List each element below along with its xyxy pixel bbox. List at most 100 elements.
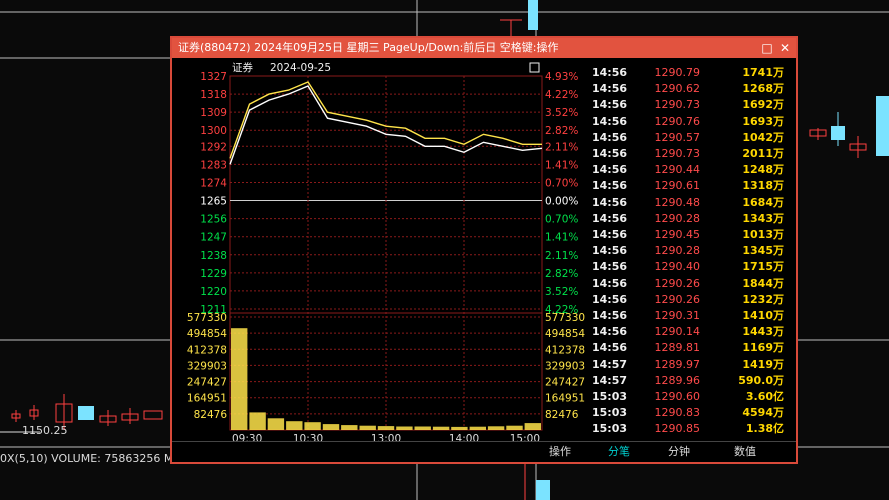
trade-time: 15:03 xyxy=(592,422,628,436)
trade-time: 14:57 xyxy=(592,357,628,371)
volume-bar xyxy=(286,421,303,430)
trade-volume: 1268万 xyxy=(742,82,784,96)
trade-row: 14:56 1290.48 1684万 xyxy=(592,194,784,211)
trade-time: 14:56 xyxy=(592,114,628,128)
trade-volume: 3.60亿 xyxy=(745,390,784,403)
trade-volume: 1318万 xyxy=(742,179,784,193)
trade-price: 1290.44 xyxy=(654,163,701,177)
pct-tick-label: 3.52% xyxy=(545,107,578,119)
trade-price: 1290.57 xyxy=(654,130,701,144)
pct-tick-label: 3.52% xyxy=(545,286,578,298)
pct-tick-label: 2.82% xyxy=(545,125,578,137)
window-titlebar[interactable]: 证券(880472) 2024年09月25日 星期三 PageUp/Down:前… xyxy=(172,38,796,58)
volume-tick-label: 577330 xyxy=(187,312,227,324)
trade-time: 14:56 xyxy=(592,292,628,306)
trade-row: 14:56 1290.14 1443万 xyxy=(592,323,784,340)
tab-ticks[interactable]: 分笔 xyxy=(608,445,630,458)
tick-trades-list: 14:56 1290.79 1741万 14:56 1290.62 1268万 14:56 1… xyxy=(592,64,784,437)
bottom-tabs: 操作 分笔 分钟 数值 xyxy=(172,441,796,462)
trade-price: 1290.79 xyxy=(654,66,701,79)
trade-volume: 1042万 xyxy=(742,130,784,144)
trade-row: 14:57 1289.96 590.0万 xyxy=(592,372,784,389)
trade-volume: 1.38亿 xyxy=(745,422,784,436)
time-tick-label: 10:30 xyxy=(293,433,323,444)
bg-candles-left xyxy=(11,394,163,430)
restore-icon[interactable]: □ xyxy=(761,41,773,55)
volume-bar xyxy=(469,426,486,430)
volume-bar xyxy=(377,426,395,430)
pct-tick-label: 0.70% xyxy=(545,177,578,189)
trade-price: 1290.73 xyxy=(654,98,701,112)
trade-row: 15:03 1290.83 4594万 xyxy=(592,404,784,421)
volume-tick-label-right: 329903 xyxy=(545,360,585,372)
price-line xyxy=(229,85,543,165)
trade-row: 14:56 1290.73 2011万 xyxy=(592,145,784,162)
trade-price: 1290.85 xyxy=(654,422,701,436)
volume-tick-label: 164951 xyxy=(187,393,227,405)
tab-operate[interactable]: 操作 xyxy=(549,445,571,458)
trade-price: 1289.96 xyxy=(654,373,701,387)
pct-tick-label: 4.22% xyxy=(545,89,578,101)
trade-volume: 1684万 xyxy=(742,195,784,209)
price-tick-label: 1256 xyxy=(200,214,227,226)
price-tick-label: 1283 xyxy=(200,159,227,171)
trade-volume: 4594万 xyxy=(742,406,784,420)
trade-price: 1289.81 xyxy=(654,341,701,355)
trade-time: 14:56 xyxy=(592,341,628,355)
volume-tick-label-right: 164951 xyxy=(545,393,585,405)
trade-row: 14:56 1290.61 1318万 xyxy=(592,177,784,194)
avg-price-line xyxy=(229,81,542,159)
time-tick-label: 14:00 xyxy=(449,433,479,444)
volume-bar xyxy=(231,328,248,430)
volume-bar xyxy=(322,424,340,430)
trade-price: 1290.26 xyxy=(654,292,701,306)
pct-tick-label: 0.70% xyxy=(545,214,578,226)
bg-candles-right xyxy=(809,96,889,158)
trade-volume: 1169万 xyxy=(742,341,784,355)
trade-price: 1290.73 xyxy=(654,147,701,160)
window-title: 证券(880472) 2024年09月25日 星期三 PageUp/Down:前… xyxy=(178,41,559,54)
trade-row: 14:56 1290.31 1410万 xyxy=(592,307,784,324)
trade-volume: 1715万 xyxy=(742,260,784,274)
trade-time: 14:56 xyxy=(592,244,628,258)
volume-tick-label-right: 494854 xyxy=(545,328,585,340)
price-tick-label: 1265 xyxy=(200,196,227,208)
trade-row: 14:56 1290.62 1268万 xyxy=(592,80,784,97)
trade-time: 14:56 xyxy=(592,130,628,144)
trade-price: 1290.62 xyxy=(654,82,701,96)
trade-price: 1290.14 xyxy=(654,325,701,339)
bg-price-tag: 1150.25 xyxy=(22,424,68,437)
trade-volume: 1419万 xyxy=(742,357,784,371)
trade-volume: 1343万 xyxy=(742,211,784,225)
bg-indicator-text: 0X(5,10) VOLUME: 75863256 MA5: 4 xyxy=(0,452,203,465)
trade-row: 14:56 1290.40 1715万 xyxy=(592,258,784,275)
pct-tick-label: 1.41% xyxy=(545,159,578,171)
tab-minute[interactable]: 分钟 xyxy=(668,445,690,458)
trade-volume: 1844万 xyxy=(742,276,784,290)
trade-row: 14:56 1290.79 1741万 xyxy=(592,64,784,81)
trade-time: 14:56 xyxy=(592,147,628,160)
trade-time: 15:03 xyxy=(592,406,628,420)
trade-volume: 2011万 xyxy=(742,147,784,160)
trade-volume: 590.0万 xyxy=(738,373,784,387)
trade-row: 14:56 1290.76 1693万 xyxy=(592,113,784,130)
chart-mode-icon xyxy=(529,62,540,73)
bg-candles-bottom xyxy=(524,464,550,500)
volume-bar xyxy=(414,426,431,430)
price-tick-label: 1247 xyxy=(200,232,227,244)
volume-bar xyxy=(359,425,376,430)
trade-time: 14:56 xyxy=(592,98,628,112)
trade-price: 1290.48 xyxy=(654,195,701,209)
tab-value[interactable]: 数值 xyxy=(734,445,756,458)
trade-row: 14:57 1289.97 1419万 xyxy=(592,356,784,373)
close-icon[interactable]: ✕ xyxy=(779,41,791,55)
trade-time: 14:56 xyxy=(592,276,628,290)
trade-price: 1290.45 xyxy=(654,228,701,241)
volume-tick-label: 412378 xyxy=(187,344,227,356)
trade-row: 14:56 1290.26 1844万 xyxy=(592,275,784,292)
volume-bar xyxy=(432,426,450,430)
pct-tick-label: 2.11% xyxy=(545,141,578,153)
trade-row: 14:56 1290.73 1692万 xyxy=(592,96,784,113)
pct-tick-label: 4.93% xyxy=(545,71,578,83)
trade-time: 14:56 xyxy=(592,309,628,322)
